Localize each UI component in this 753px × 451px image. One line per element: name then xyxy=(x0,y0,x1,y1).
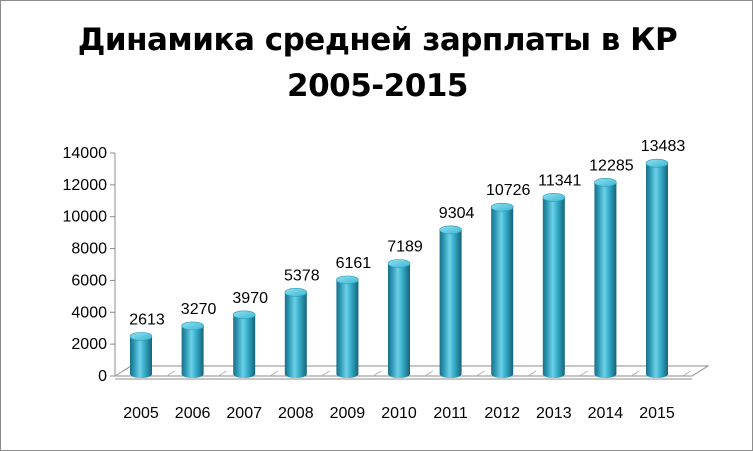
chart-labels: 2613 2005 3270 2006 3970 2007 5378 2008 6161 2009… xyxy=(123,138,685,422)
x-tick-label-2010: 2010 xyxy=(381,405,417,422)
x-tick-label-2011: 2011 xyxy=(433,405,468,422)
bar-body xyxy=(542,197,565,378)
data-label-2010: 7189 xyxy=(387,238,423,255)
bar-cap xyxy=(232,310,256,320)
x-tick-mark xyxy=(372,370,382,377)
x-tick-mark xyxy=(682,370,692,377)
bar-cap xyxy=(181,321,204,331)
x-tick-mark xyxy=(218,370,227,377)
x-tick-mark xyxy=(476,370,485,377)
x-tick-label-2015: 2015 xyxy=(639,405,675,422)
data-label-2008: 5378 xyxy=(284,267,320,284)
x-tick-mark xyxy=(424,370,434,377)
bar-2012 xyxy=(490,202,514,378)
bar-2005 xyxy=(129,332,153,378)
bar-body xyxy=(491,207,514,378)
data-label-2006: 3270 xyxy=(181,301,217,318)
bar-cap xyxy=(439,225,462,235)
data-label-2009: 6161 xyxy=(336,255,372,272)
data-label-2005: 2613 xyxy=(129,311,165,328)
bar-cap xyxy=(284,288,308,297)
bar-2006 xyxy=(181,321,204,378)
bar-cap xyxy=(336,275,359,285)
bar-2013 xyxy=(542,193,566,378)
y-tick-label: 2000 xyxy=(71,336,107,353)
chart-title-line-1: Динамика средней зарплаты в КР xyxy=(77,22,678,58)
data-label-2007: 3970 xyxy=(232,290,268,307)
x-tick-label-2014: 2014 xyxy=(588,405,624,422)
bar-2007 xyxy=(232,310,256,378)
x-tick-mark xyxy=(527,370,537,377)
x-tick-label-2012: 2012 xyxy=(484,405,520,422)
x-tick-mark xyxy=(269,370,279,377)
x-tick-mark xyxy=(579,370,588,377)
bar-cap xyxy=(387,259,411,268)
bar-body xyxy=(130,336,152,378)
chart-floor xyxy=(113,365,710,377)
data-label-2014: 12285 xyxy=(589,157,634,174)
bar-2011 xyxy=(439,225,462,378)
x-tick-label-2006: 2006 xyxy=(175,405,211,422)
x-tick-label-2007: 2007 xyxy=(226,405,262,422)
bar-body xyxy=(284,292,307,378)
x-tick-mark xyxy=(114,370,124,377)
bar-2008 xyxy=(284,288,308,378)
data-label-2012: 10726 xyxy=(486,182,531,199)
data-label-2015: 13483 xyxy=(641,138,686,155)
chart-title-line-2: 2005-2015 xyxy=(287,68,468,104)
x-tick-label-2008: 2008 xyxy=(278,405,314,422)
y-tick-label: 10000 xyxy=(63,209,108,226)
x-tick-mark xyxy=(630,370,640,377)
bar-2014 xyxy=(594,178,617,378)
y-tick-label: 6000 xyxy=(71,272,107,289)
chart-title: Динамика средней зарплаты в КР 2005-2015 xyxy=(1,17,753,109)
x-tick-label-2009: 2009 xyxy=(330,405,366,422)
data-label-2011: 9304 xyxy=(439,205,475,222)
bar-cap xyxy=(490,202,514,212)
bar-body xyxy=(181,325,204,378)
bar-2009 xyxy=(336,275,359,378)
bar-body xyxy=(594,182,617,378)
bar-cap xyxy=(129,332,153,341)
chart-bars xyxy=(129,158,669,378)
x-tick-label-2013: 2013 xyxy=(536,405,572,422)
x-tick-mark xyxy=(166,370,176,377)
bar-body xyxy=(646,163,668,378)
bar-2015 xyxy=(645,158,669,378)
bar-cap xyxy=(542,193,566,202)
y-tick-label: 8000 xyxy=(71,241,107,258)
y-tick-label: 12000 xyxy=(63,177,108,194)
x-tick-mark xyxy=(321,370,330,377)
y-tick-label: 4000 xyxy=(71,304,107,321)
bar-body xyxy=(388,263,410,378)
bar-cap xyxy=(594,178,617,187)
y-tick-label: 14000 xyxy=(63,145,108,162)
bar-cap xyxy=(645,158,669,168)
bar-body xyxy=(336,279,359,378)
x-tick-label-2005: 2005 xyxy=(123,405,159,422)
bar-body xyxy=(233,314,256,378)
data-label-2013: 11341 xyxy=(538,172,581,189)
y-tick-label: 0 xyxy=(98,368,107,385)
bar-body xyxy=(439,229,462,378)
bar-2010 xyxy=(387,259,411,378)
